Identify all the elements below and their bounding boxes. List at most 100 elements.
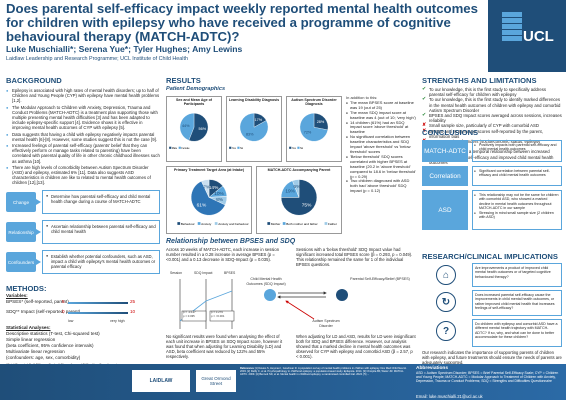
side-item: Two children diagnosed with ASD both had… (346, 179, 416, 194)
aim-tag: Confounders (6, 252, 36, 272)
relationship-diagram: Session SDQ Impact BPSES β = -0.127 p = … (166, 271, 416, 331)
left-column: BACKGROUND Epilepsy is associated with h… (6, 76, 160, 367)
conclusion-box: Significant correlation between parental… (472, 166, 562, 186)
chart-title: Primary Treatment Target Area (at Intake… (173, 168, 245, 172)
child-icon (264, 289, 276, 301)
pie-slice-label: 61% (197, 202, 207, 208)
background-list: Epilepsy is associated with high rates o… (6, 88, 160, 186)
aim-row: Change Determine how parental self-effic… (6, 188, 160, 216)
background-item: Data suggests that having a child with e… (6, 132, 160, 142)
aim-tag: Relationship (6, 222, 36, 242)
strengths-list: ✔ To our knowledge, this is the first stu… (422, 86, 562, 165)
implication-row: ↻ Does increased parental self-efficacy … (422, 290, 562, 316)
results-side-text: In addition to this: The mean BPSES scor… (346, 95, 416, 194)
diag-beta-2: β = 0.279 (211, 310, 223, 314)
sdq-label: SDQ** Impact (self-reported, parent) (6, 309, 81, 314)
legend-label: Female (181, 147, 190, 150)
legend-label: Mother (271, 222, 281, 226)
gosh-logo: Great Ormond Street (196, 370, 236, 392)
methods-heading: METHODS: (6, 284, 47, 293)
poster-footer: LAIDLAW Great Ormond Street References [… (0, 364, 566, 400)
arrow-icon (36, 259, 41, 265)
authors: Luke Muschialli*; Serena Yue*; Tyler Hug… (6, 44, 243, 54)
pie-slice (292, 179, 300, 198)
pie-slice (188, 113, 209, 142)
aim-text: Determine how parental self-efficacy and… (42, 190, 160, 214)
aim-text: Ascertain relationship between parental … (42, 220, 160, 244)
conclusion-box: This relationship may not be the same fo… (472, 190, 562, 230)
abbreviations-heading: Abbreviations (416, 366, 448, 371)
asd-arrow (285, 300, 315, 320)
legend-swatch (197, 222, 201, 225)
legend-swatch (237, 146, 240, 149)
pie-svg: 14%10%8% 61% 7% Behaviour Anxiety Anxiety and… (177, 179, 285, 226)
implication-row: ⌂ Are improvements a product of improved… (422, 263, 562, 287)
bpses-variable: BPSES* (self-reported, parent) 5 25 (6, 299, 160, 309)
pie-slice (239, 113, 269, 142)
side-item: 'Below threshold' SDQ scores correlated … (346, 154, 416, 180)
legend-swatch (169, 146, 172, 149)
legend-swatch (214, 222, 218, 225)
pie-svg: 56% 44% Male Female (169, 113, 209, 150)
pie-slice-label: 83% (246, 133, 254, 137)
stats-item: (confounders: age, sex, comorbidity) (6, 355, 81, 360)
diag-bpses: BPSES (224, 271, 236, 275)
legend-label: No (240, 147, 244, 150)
check-icon: ✔ (422, 112, 427, 119)
pie-chart: 56% 44% Male Female (167, 104, 221, 157)
diag-beta-1: β = -0.127 (183, 310, 196, 314)
background-item: The Modular Approach to Children with An… (6, 105, 160, 131)
pie-svg: 28% 72% Yes No (289, 113, 329, 150)
bpses-high: 25 (130, 299, 136, 304)
legend-label: Behaviour (181, 222, 195, 226)
side-list: The mean BPSES score at baseline was 19 … (346, 100, 416, 194)
side-item: No significant correlation between basel… (346, 134, 416, 155)
ucl-logo-bars (502, 12, 522, 46)
conclusion-box: Positively impacts both parental self-ef… (472, 140, 562, 162)
pie-svg: 17% 83% Yes No (229, 113, 269, 150)
side-item: The mean SDQ impact score at baseline wa… (346, 110, 416, 121)
legend-label: No (300, 147, 304, 150)
legend-swatch (177, 222, 181, 225)
legend-swatch (267, 222, 271, 225)
pie-slice-label: 19% (285, 189, 295, 195)
strength-item: ✔ To our knowledge, this is the first stu… (422, 96, 561, 113)
conclusion-row: MATCH-ADTC Positively impacts both paren… (422, 140, 562, 162)
asd-label: Autism Spectrum Disorder (312, 319, 340, 329)
legend-swatch (324, 222, 328, 225)
conclusion-tag: ASD (422, 190, 468, 230)
chart-parent: MATCH-ADTC Accompanying Parent 75% 19% 6% M… (256, 166, 342, 234)
legend-label: Both mother and father (286, 222, 318, 226)
pie-slice-label: 14% (209, 185, 219, 191)
pie-chart: 75% 19% 6% Mother Both mother and father Fath… (257, 174, 341, 229)
abbreviations: Abbreviations ASD = Autism Spectrum Diso… (416, 366, 562, 383)
pie-chart: 14% 10% 8% 61% 7% Behaviour Anxiety Anxiety and… (167, 174, 285, 229)
diag-session: Session (170, 271, 183, 275)
side-item: The mean BPSES score at baseline was 19 … (346, 100, 416, 111)
question-icon: ? (436, 321, 456, 341)
legend-swatch (282, 222, 286, 225)
conclusion-tag: MATCH-ADTC (422, 140, 468, 162)
pie-svg: 75% 19%6% Mother Both mother and father Fath… (267, 179, 337, 226)
aim-text: Establish whether potential confounders,… (42, 250, 160, 274)
ucl-logo: UCL (523, 28, 554, 45)
scale-high-label: very high (110, 319, 125, 323)
stat-box (181, 310, 207, 322)
implications-heading: RESEARCH/CLINICAL IMPLICATIONS (422, 252, 558, 261)
conclusions-heading: CONCLUSIONS (422, 128, 479, 137)
cross-icon: ✘ (422, 127, 427, 134)
aim-row: Relationship Ascertain relationship betw… (6, 218, 160, 246)
references-heading: References (240, 367, 254, 370)
relationship-svg (179, 279, 348, 329)
implication-text: Are improvements a product of improved c… (472, 263, 562, 287)
demographics-heading: Patient Demographics (166, 86, 226, 92)
legend-label: Male (172, 147, 178, 150)
pie-slice-label: 6% (294, 184, 302, 190)
bpses-label: BPSES* (self-reported, parent) (6, 299, 69, 304)
pie-slice-label: 10% (214, 191, 224, 197)
arrow-icon (36, 199, 41, 205)
relationship-text: No significant results were found when a… (166, 334, 283, 360)
diag-p-1: p = 0.035 (183, 314, 195, 318)
arrow-icon (36, 229, 41, 235)
scale-legend: low very high (6, 319, 160, 325)
